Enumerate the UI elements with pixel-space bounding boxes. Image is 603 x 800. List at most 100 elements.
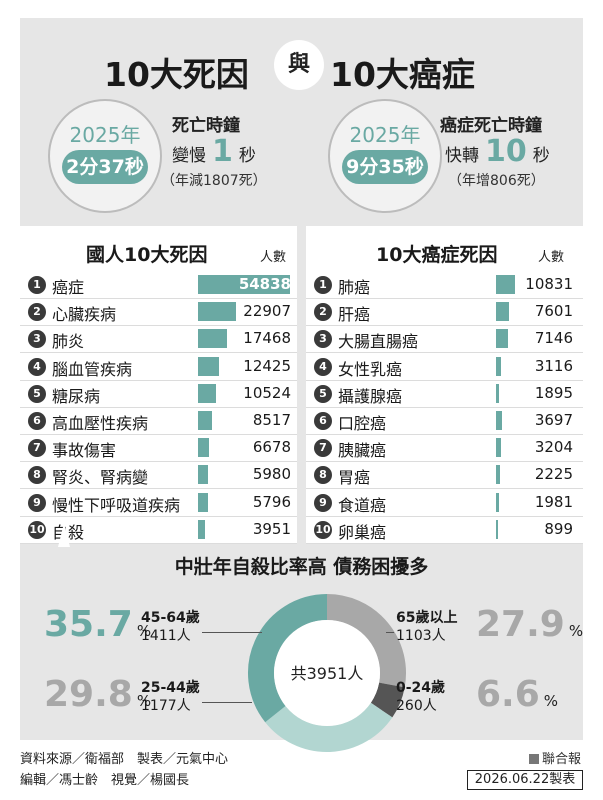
- category-label: 胰臟癌: [338, 441, 387, 461]
- bar-mark: [198, 383, 216, 403]
- rank-badge: 4: [314, 357, 332, 376]
- cancer-clock-circle: 2025年 9分35秒: [328, 99, 442, 213]
- rank-badge: 2: [314, 303, 332, 322]
- category-label: 口腔癌: [338, 414, 387, 433]
- donut-slice-0-24歲: [370, 682, 405, 718]
- table-row: 8 腎炎、腎病變 5980: [20, 460, 297, 490]
- rank-badge: 9: [28, 493, 46, 512]
- pct-45-64-value: 35.7: [44, 604, 133, 645]
- count-25-44: 1177人: [141, 698, 191, 714]
- leader-45-64: [202, 632, 262, 633]
- bar-mark: [496, 383, 500, 403]
- value-label: 5980: [252, 465, 291, 484]
- rank-badge: 9: [314, 493, 332, 512]
- leader-25-44: [202, 702, 252, 703]
- table-row: 6 口腔癌 3697: [306, 406, 583, 435]
- value-label: 3116: [534, 356, 573, 375]
- cancer-causes-table: 10大癌症死因 人數 1 肺癌 10831 2 肝癌 7601 3 大腸直腸癌 7146 4 女性乳…: [306, 226, 583, 544]
- pct-45-64: 35.7%: [44, 604, 151, 645]
- rank-badge: 3: [314, 330, 332, 349]
- bar-mark: [198, 329, 228, 349]
- value-label: 12425: [243, 356, 291, 375]
- donut-hole: [274, 620, 380, 726]
- value-label: 10524: [243, 383, 291, 402]
- rank-badge: 10: [314, 520, 332, 539]
- age-25-44: 25-44歲: [141, 680, 200, 696]
- value-label: 5796: [252, 492, 291, 511]
- death-clock-year: 2025年: [69, 123, 141, 147]
- table-row: 8 胃癌 2225: [306, 460, 583, 490]
- bar-mark: [496, 519, 498, 539]
- pct-65-plus-unit: %: [568, 622, 584, 640]
- death-causes-table: 國人10大死因 人數 1 癌症 54838 2 心臟疾病 22907 3 肺炎 17468 4 腦血…: [20, 226, 297, 544]
- cancer-clock-time: 9分35秒: [342, 150, 428, 184]
- pct-25-44-value: 29.8: [44, 674, 133, 715]
- donut-slice-25-44歲: [265, 702, 393, 752]
- footer-brand: 聯合報: [528, 748, 581, 767]
- pct-45-64-unit: %: [136, 622, 152, 640]
- cancer-clock-change-num: 10: [485, 134, 527, 169]
- table-pointer: [58, 523, 70, 547]
- death-clock-time: 2分37秒: [62, 150, 148, 184]
- rank-badge: 7: [28, 439, 46, 458]
- rank-badge: 8: [28, 466, 46, 485]
- table-row: 6 高血壓性疾病 8517: [20, 406, 297, 435]
- death-clock-label: 死亡時鐘: [172, 116, 240, 136]
- table-row: 7 事故傷害 6678: [20, 433, 297, 463]
- table-row: 5 攝護腺癌 1895: [306, 379, 583, 408]
- bar-mark: [198, 302, 237, 322]
- pct-0-24: 6.6%: [476, 674, 558, 715]
- bar-mark: [496, 438, 502, 458]
- rank-badge: 3: [28, 330, 46, 349]
- death-clock-change-prefix: 變慢: [172, 146, 206, 166]
- cancer-clock-change-unit: 秒: [532, 146, 550, 166]
- bar-mark: [198, 492, 208, 512]
- footer-date: 2026.06.22製表: [467, 770, 583, 790]
- value-label: 899: [544, 519, 573, 538]
- pct-0-24-unit: %: [543, 692, 559, 710]
- age-45-64: 45-64歲: [141, 610, 200, 626]
- death-causes-title: 國人10大死因: [86, 244, 208, 266]
- value-label: 22907: [243, 302, 291, 321]
- cancer-clock-label: 癌症死亡時鐘: [440, 116, 542, 136]
- category-label: 糖尿病: [52, 386, 101, 406]
- value-label: 7146: [534, 329, 573, 348]
- table-row: 4 腦血管疾病 12425: [20, 352, 297, 381]
- category-label: 大腸直腸癌: [338, 332, 419, 352]
- count-45-64: 1411人: [141, 628, 191, 644]
- age-donut-chart: 共3951人: [248, 594, 406, 752]
- category-label: 慢性下呼吸道疾病: [52, 495, 181, 515]
- value-label: 1895: [534, 383, 573, 402]
- value-label: 3204: [534, 438, 573, 457]
- donut-title: 中壯年自殺比率高 債務困擾多: [174, 556, 429, 578]
- cancer-causes-title: 10大癌症死因: [376, 244, 498, 266]
- bar-mark: [496, 411, 503, 430]
- value-label: 8517: [252, 411, 291, 429]
- table-row: 3 大腸直腸癌 7146: [306, 324, 583, 354]
- category-label: 腎炎、腎病變: [52, 468, 149, 488]
- pct-25-44-unit: %: [136, 692, 152, 710]
- table-row: 5 糖尿病 10524: [20, 379, 297, 408]
- table-row: 1 癌症 54838: [20, 270, 297, 299]
- death-clock-circle: 2025年 2分37秒: [48, 99, 162, 213]
- value-label: 10831: [525, 275, 573, 293]
- rank-badge: 1: [314, 276, 332, 294]
- category-label: 事故傷害: [52, 441, 117, 461]
- value-label: 7601: [534, 302, 573, 321]
- headline: 10大死因 與 10大癌症: [20, 40, 583, 96]
- rank-badge: 10: [28, 520, 46, 539]
- leader-65-plus: [386, 632, 394, 633]
- category-label: 女性乳癌: [338, 359, 403, 379]
- death-clock-change-num: 1: [212, 134, 233, 169]
- rank-badge: 5: [314, 384, 332, 403]
- death-clock-change-unit: 秒: [238, 146, 256, 166]
- footer-source: 資料來源／衛福部 製表／元氣中心: [20, 752, 229, 767]
- pct-0-24-value: 6.6: [476, 674, 540, 715]
- table-row: 9 慢性下呼吸道疾病 5796: [20, 488, 297, 517]
- donut-slice-45-64歲: [248, 594, 328, 723]
- pct-65-plus-value: 27.9: [476, 604, 565, 645]
- table-row: 4 女性乳癌 3116: [306, 352, 583, 381]
- value-label: 17468: [243, 329, 291, 348]
- category-label: 肺癌: [338, 278, 371, 297]
- bar-mark: [496, 302, 509, 322]
